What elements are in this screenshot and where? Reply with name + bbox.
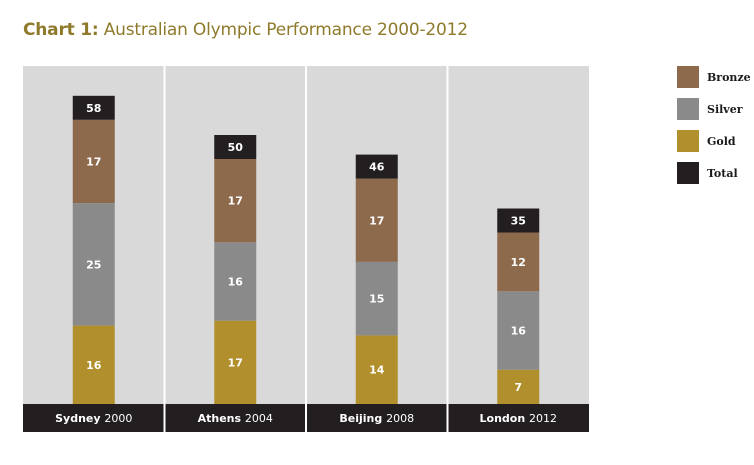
data-label-total-1: 50 <box>228 141 244 154</box>
bar-silver-1 <box>214 242 257 321</box>
category-label-bg-2 <box>306 404 448 432</box>
category-label-bg-1 <box>164 404 306 432</box>
legend-swatch-gold <box>677 130 699 152</box>
legend-item-bronze: Bronze <box>677 66 751 88</box>
category-label-3: London 2012 <box>480 412 558 425</box>
category-label-0: Sydney 2000 <box>55 412 132 425</box>
data-label-silver-0: 25 <box>86 258 101 271</box>
legend-item-gold: Gold <box>677 130 736 152</box>
bar-silver-3 <box>497 291 540 370</box>
data-label-gold-3: 7 <box>514 381 522 394</box>
data-label-total-3: 35 <box>511 215 526 228</box>
category-label-bold-3: London <box>480 412 530 425</box>
legend-item-silver: Silver <box>677 98 743 120</box>
chart-title-prefix: Chart 1: <box>23 20 99 40</box>
bar-gold-0 <box>72 325 115 404</box>
bar-silver-2 <box>355 261 398 336</box>
bar-silver-0 <box>72 203 115 326</box>
bar-total-1 <box>214 135 257 159</box>
bar-gold-1 <box>214 320 257 404</box>
data-label-silver-2: 15 <box>369 293 384 306</box>
data-label-bronze-3: 12 <box>511 256 526 269</box>
legend-label-bronze: Bronze <box>707 70 751 84</box>
data-label-bronze-2: 17 <box>369 214 384 227</box>
data-label-silver-1: 16 <box>228 276 244 289</box>
data-label-silver-3: 16 <box>511 325 527 338</box>
category-label-2: Beijing 2008 <box>339 412 414 425</box>
category-label-bold-2: Beijing <box>339 412 386 425</box>
legend-label-silver: Silver <box>707 102 743 116</box>
bar-bronze-1 <box>214 159 257 243</box>
bar-total-3 <box>497 208 540 233</box>
category-label-bold-0: Sydney <box>55 412 104 425</box>
category-label-year-1: 2004 <box>245 412 273 425</box>
data-label-bronze-0: 17 <box>86 155 101 168</box>
legend-swatch-total <box>677 162 699 184</box>
category-label-year-2: 2008 <box>386 412 414 425</box>
category-label-year-0: 2000 <box>104 412 132 425</box>
category-label-bg-0 <box>23 404 165 432</box>
bar-bronze-0 <box>72 119 115 204</box>
bar-gold-3 <box>497 369 540 404</box>
bar-gold-2 <box>355 335 398 404</box>
legend-item-total: Total <box>677 162 738 184</box>
category-label-bg-3 <box>447 404 589 432</box>
data-label-bronze-1: 17 <box>228 195 243 208</box>
legend-label-total: Total <box>707 166 738 180</box>
data-label-gold-2: 14 <box>369 364 385 377</box>
chart-title: Chart 1: Australian Olympic Performance … <box>23 20 468 40</box>
bar-total-2 <box>355 154 398 179</box>
data-label-total-2: 46 <box>369 161 385 174</box>
data-label-gold-1: 17 <box>228 356 243 369</box>
bar-bronze-3 <box>497 232 540 292</box>
data-label-total-0: 58 <box>86 102 101 115</box>
bar-bronze-2 <box>355 178 398 262</box>
legend-swatch-bronze <box>677 66 699 88</box>
data-label-gold-0: 16 <box>86 359 102 372</box>
category-label-1: Athens 2004 <box>198 412 273 425</box>
legend-label-gold: Gold <box>707 134 736 148</box>
bar-total-0 <box>72 95 115 120</box>
category-label-year-3: 2012 <box>529 412 557 425</box>
legend-swatch-silver <box>677 98 699 120</box>
category-label-bold-1: Athens <box>198 412 245 425</box>
chart-title-text: Australian Olympic Performance 2000-2012 <box>103 20 468 40</box>
